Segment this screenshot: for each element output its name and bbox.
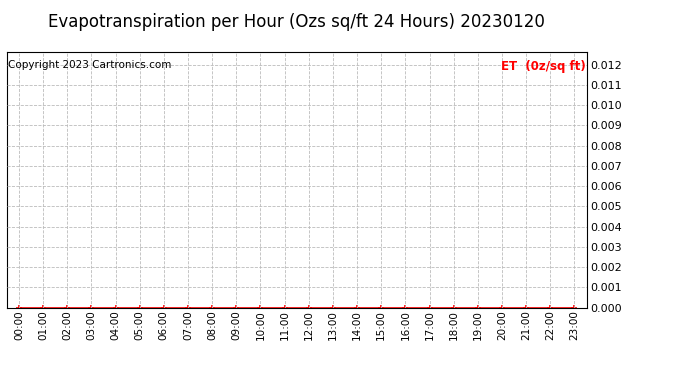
- ET  (0z/sq ft): [522, 305, 530, 310]
- ET  (0z/sq ft): [39, 305, 47, 310]
- ET  (0z/sq ft): [425, 305, 433, 310]
- ET  (0z/sq ft): [257, 305, 265, 310]
- ET  (0z/sq ft): [15, 305, 23, 310]
- ET  (0z/sq ft): [208, 305, 217, 310]
- ET  (0z/sq ft): [304, 305, 313, 310]
- ET  (0z/sq ft): [546, 305, 555, 310]
- ET  (0z/sq ft): [329, 305, 337, 310]
- ET  (0z/sq ft): [450, 305, 458, 310]
- ET  (0z/sq ft): [63, 305, 72, 310]
- Line: ET  (0z/sq ft): ET (0z/sq ft): [15, 304, 578, 311]
- Text: Copyright 2023 Cartronics.com: Copyright 2023 Cartronics.com: [8, 60, 171, 70]
- ET  (0z/sq ft): [353, 305, 362, 310]
- ET  (0z/sq ft): [498, 305, 506, 310]
- ET  (0z/sq ft): [570, 305, 578, 310]
- ET  (0z/sq ft): [111, 305, 120, 310]
- ET  (0z/sq ft): [87, 305, 95, 310]
- ET  (0z/sq ft): [159, 305, 168, 310]
- ET  (0z/sq ft): [135, 305, 144, 310]
- ET  (0z/sq ft): [377, 305, 385, 310]
- ET  (0z/sq ft): [280, 305, 288, 310]
- ET  (0z/sq ft): [184, 305, 192, 310]
- ET  (0z/sq ft): [232, 305, 240, 310]
- Text: ET  (0z/sq ft): ET (0z/sq ft): [500, 60, 585, 73]
- ET  (0z/sq ft): [402, 305, 410, 310]
- ET  (0z/sq ft): [473, 305, 482, 310]
- Title: Evapotranspiration per Hour (Ozs sq/ft 24 Hours) 20230120: Evapotranspiration per Hour (Ozs sq/ft 2…: [48, 13, 545, 32]
